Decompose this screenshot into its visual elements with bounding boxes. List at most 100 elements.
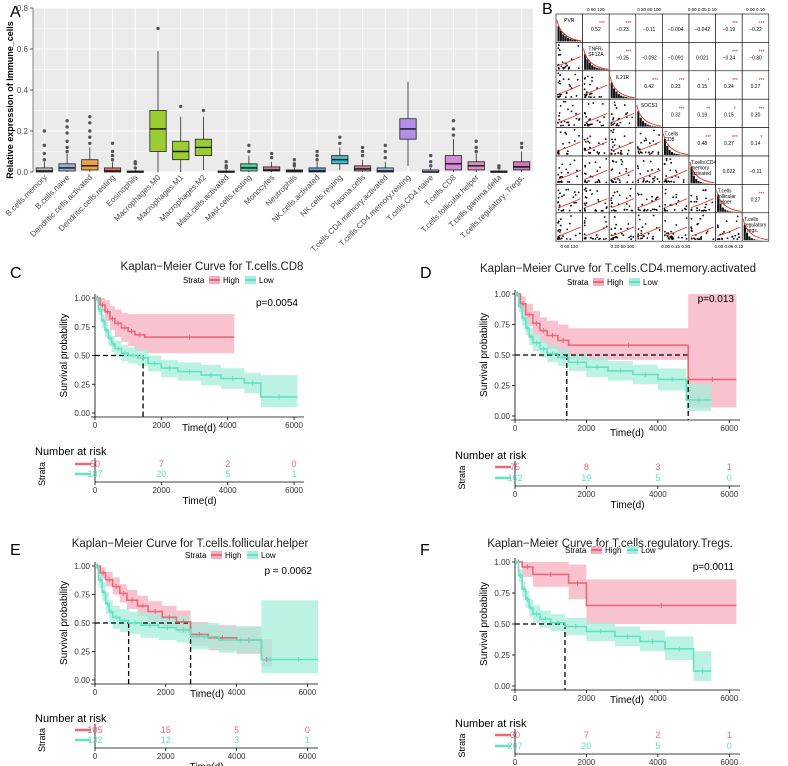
- panel-b-scatter-point: [558, 112, 561, 114]
- panel-b-scatter-point: [648, 151, 650, 154]
- panel-b-scatter-point: [559, 192, 561, 195]
- panel-b-scatter-point: [657, 168, 660, 171]
- panel-a-outlier: [383, 143, 387, 148]
- panel-b-fit-line: [557, 226, 581, 237]
- panel-a-outlier: [474, 145, 478, 150]
- panel-b-scatter-point: [702, 189, 705, 192]
- km-risk-low-count: 20: [156, 469, 166, 479]
- panel-b-fit-line: [611, 169, 634, 180]
- panel-b-hist-bar: [639, 117, 642, 127]
- panel-b-significance-stars: ***: [626, 50, 632, 56]
- panel-b-correlation-value: −0.30: [749, 56, 762, 62]
- panel-b-significance-stars: ***: [759, 192, 765, 198]
- panel-b-hist-bar: [571, 39, 574, 42]
- panel-b-scatter-point: [573, 128, 576, 131]
- km-risk-low-count: 132: [87, 735, 102, 745]
- panel-b-scatter-point: [594, 209, 597, 211]
- panel-b-scatter-point: [632, 236, 635, 238]
- panel-b-scatter-point: [651, 208, 654, 211]
- km-ytick-label: 0.25: [74, 380, 90, 389]
- panel-b-bottom-tick: 0 20 60 100: [611, 244, 635, 249]
- panel-b-scatter-point: [626, 208, 628, 211]
- panel-b-scatter-point: [610, 205, 613, 208]
- panel-b-scatter-point: [631, 209, 634, 212]
- panel-b-scatter-point: [610, 179, 613, 182]
- km-risk-title: Number at risk: [35, 713, 107, 725]
- panel-a-outlier: [65, 145, 69, 150]
- panel-b-scatter-point: [673, 181, 675, 183]
- km-risk-title: Number at risk: [35, 446, 107, 458]
- panel-b-scatter-point: [584, 217, 587, 220]
- panel-b-scatter-point: [652, 177, 655, 180]
- km-panels: C Kaplan−Meier Curve for T.cells.CD8 Strat…: [10, 261, 756, 766]
- panel-b-scatter-point: [592, 102, 595, 104]
- km-xtick-label: 4000: [228, 688, 246, 697]
- panel-a-ytick-label: 0.6: [17, 45, 29, 54]
- panel-b-correlation-value: 0.19: [697, 112, 707, 118]
- panel-b-scatter-point: [568, 222, 571, 225]
- panel-b-hist-bar: [670, 152, 674, 155]
- panel-b-scatter-point: [589, 83, 591, 86]
- km-risk-low-count: 1: [292, 469, 297, 479]
- panel-b-fit-line: [557, 84, 581, 95]
- panel-b-scatter-point: [736, 238, 739, 241]
- panel-b-scatter-point: [586, 124, 589, 127]
- km-ytick-label: 1.00: [494, 558, 510, 567]
- panel-b-variable-label: SOCS1: [641, 103, 658, 109]
- panel-b-scatter-point: [594, 161, 597, 164]
- panel-b-scatter-point: [644, 151, 647, 154]
- panel-b-scatter-point: [613, 101, 616, 104]
- panel-b-scatter-point: [637, 181, 640, 184]
- panel-b-cell: [608, 42, 637, 72]
- panel-b-scatter-point: [645, 139, 648, 142]
- panel-b-scatter-point: [570, 58, 573, 61]
- panel-b-scatter-point: [619, 152, 622, 155]
- panel-b-hist-bar: [692, 175, 695, 184]
- panel-b-hist-bar: [697, 180, 700, 184]
- panel-b-scatter-point: [685, 237, 688, 240]
- panel-b-scatter-point: [639, 172, 642, 175]
- panel-b-correlation-value: −0.042: [695, 27, 711, 33]
- panel-b-cell: [715, 127, 743, 157]
- panel-b-scatter-point: [559, 131, 562, 134]
- panel-b-hist-bar: [695, 178, 698, 184]
- panel-a-outlier: [451, 127, 456, 131]
- panel-b-scatter-point: [716, 224, 719, 227]
- km-risk-high-count: 105: [87, 725, 102, 735]
- panel-b-scatter-point: [558, 204, 561, 207]
- panel-b-cell: [688, 13, 716, 43]
- panel-b-hist-bar: [750, 238, 753, 241]
- km-risk-xtick-label: 0: [513, 490, 518, 499]
- panel-b-density-line: [636, 105, 662, 127]
- km-ylabel: Survival probability: [479, 582, 490, 666]
- panel-b-scatter-point: [568, 124, 571, 127]
- panel-b-scatter-point: [603, 216, 606, 218]
- panel-b-scatter-point: [576, 78, 579, 81]
- panel-a-box: [103, 167, 122, 173]
- km-panel-e: E Kaplan−Meier Curve for T.cells.follicul…: [10, 538, 318, 766]
- km-risk-xtick-label: 0: [93, 752, 98, 761]
- panel-b-hist-bar: [624, 97, 627, 99]
- panel-b-fit-line: [557, 198, 581, 209]
- panel-b-correlation-value: −0.23: [616, 27, 629, 33]
- km-risk-low-count: 0: [727, 473, 732, 483]
- km-ylabel: Survival probability: [479, 313, 490, 397]
- panel-b-scatter-point: [605, 181, 608, 184]
- panel-b-fit-line: [611, 226, 634, 237]
- panel-b-density-line: [716, 190, 742, 212]
- panel-b-hist-bar: [598, 68, 601, 70]
- panel-b-scatter-point: [610, 153, 613, 155]
- panel-b-scatter-point: [675, 193, 678, 196]
- panel-b-correlation-value: −0.11: [643, 27, 655, 33]
- km-risk-xtick-label: 6000: [298, 752, 316, 761]
- panel-b-cell: [715, 98, 743, 128]
- panel-b-scatter-point: [700, 236, 702, 239]
- panel-b-scatter-point: [716, 238, 719, 241]
- panel-b-cell: [635, 155, 663, 185]
- panel-letter-c: C: [10, 265, 22, 282]
- panel-b-scatter-point: [626, 152, 629, 155]
- panel-b-scatter-point: [559, 231, 561, 233]
- km-risk-high-count: 1: [727, 462, 732, 472]
- panel-b-correlation-value: 0.42: [644, 84, 654, 90]
- panel-b-scatter-point: [667, 180, 670, 183]
